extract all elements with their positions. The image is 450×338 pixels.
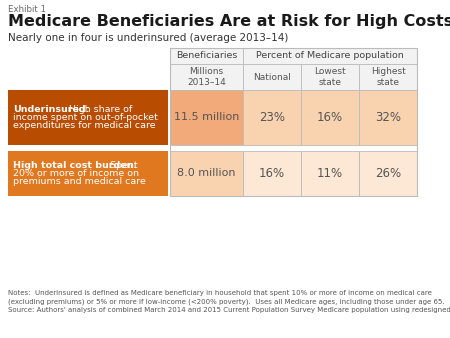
Text: expenditures for medical care: expenditures for medical care: [13, 121, 156, 130]
Text: 23%: 23%: [259, 111, 285, 124]
Bar: [170, 90, 243, 145]
Bar: [8, 90, 168, 145]
Text: premiums and medical care: premiums and medical care: [13, 177, 146, 187]
Text: Underinsured:: Underinsured:: [13, 104, 90, 114]
Text: 32%: 32%: [375, 111, 401, 124]
Bar: [301, 151, 359, 196]
Text: Medicare Beneficiaries Are at Risk for High Costs: Medicare Beneficiaries Are at Risk for H…: [8, 14, 450, 29]
Bar: [301, 90, 359, 145]
Bar: [170, 48, 243, 64]
Bar: [243, 48, 417, 64]
Text: income spent on out-of-pocket: income spent on out-of-pocket: [13, 113, 158, 122]
Bar: [243, 64, 301, 90]
Text: Millions
2013–14: Millions 2013–14: [187, 67, 226, 87]
Text: Highest
state: Highest state: [371, 67, 405, 87]
Bar: [359, 151, 417, 196]
Text: Beneficiaries: Beneficiaries: [176, 51, 237, 61]
Text: Spent: Spent: [107, 161, 138, 169]
Bar: [301, 64, 359, 90]
Text: 16%: 16%: [259, 167, 285, 180]
Bar: [170, 151, 243, 196]
Bar: [243, 90, 301, 145]
Bar: [359, 90, 417, 145]
Bar: [243, 151, 301, 196]
Text: High share of: High share of: [66, 104, 133, 114]
Text: Nearly one in four is underinsured (average 2013–14): Nearly one in four is underinsured (aver…: [8, 33, 288, 43]
Text: 16%: 16%: [317, 111, 343, 124]
Bar: [8, 151, 168, 196]
Text: National: National: [253, 72, 291, 81]
Text: 8.0 million: 8.0 million: [177, 169, 236, 178]
Text: 11%: 11%: [317, 167, 343, 180]
Text: 20% or more of income on: 20% or more of income on: [13, 169, 139, 178]
Bar: [359, 64, 417, 90]
Text: 11.5 million: 11.5 million: [174, 113, 239, 122]
Text: 26%: 26%: [375, 167, 401, 180]
Bar: [170, 64, 243, 90]
Text: Exhibit 1: Exhibit 1: [8, 5, 46, 14]
Text: Notes:  Underinsured is defined as Medicare beneficiary in household that spent : Notes: Underinsured is defined as Medica…: [8, 290, 450, 313]
Text: High total cost burden:: High total cost burden:: [13, 161, 137, 169]
Text: Lowest
state: Lowest state: [314, 67, 346, 87]
Text: Percent of Medicare population: Percent of Medicare population: [256, 51, 404, 61]
